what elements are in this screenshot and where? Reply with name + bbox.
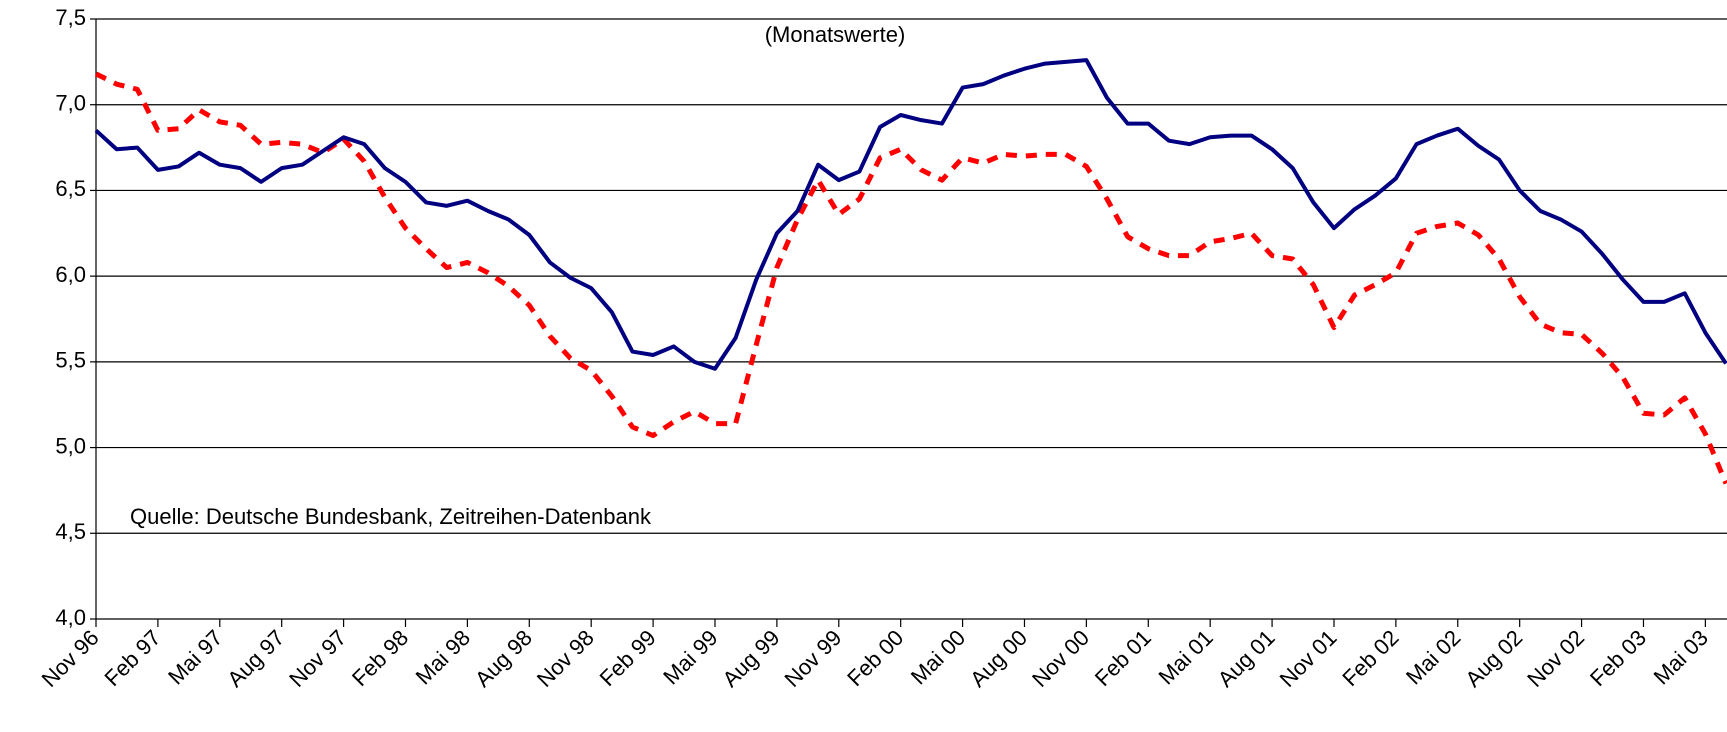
annotation: Quelle: Deutsche Bundesbank, Zeitreihen-… [130, 504, 652, 529]
x-tick-label: Feb 01 [1090, 625, 1156, 691]
x-tick-label: Feb 02 [1337, 625, 1403, 691]
x-tick-label: Nov 96 [37, 625, 104, 692]
x-tick-label: Aug 00 [965, 625, 1032, 692]
x-tick-label: Nov 99 [779, 625, 846, 692]
y-tick-label: 7,5 [55, 5, 86, 30]
line-series [96, 74, 1726, 484]
x-tick-label: Aug 99 [718, 625, 785, 692]
x-tick-label: Nov 97 [284, 625, 351, 692]
x-tick-label: Mai 98 [411, 625, 475, 689]
x-tick-label: Mai 03 [1649, 625, 1713, 689]
x-tick-label: Nov 02 [1522, 625, 1589, 692]
y-tick-label: 7,0 [55, 91, 86, 116]
x-tick-label: Mai 99 [658, 625, 722, 689]
x-tick-label: Aug 02 [1460, 625, 1527, 692]
x-tick-label: Aug 97 [222, 625, 289, 692]
chart-subtitle: (Monatswerte) [765, 22, 906, 47]
chart: (Monatswerte) Quelle: Deutsche Bundesban… [0, 0, 1727, 732]
x-tick-label: Mai 00 [906, 625, 970, 689]
x-tick-label: Aug 01 [1213, 625, 1280, 692]
x-tick-label: Nov 01 [1275, 625, 1342, 692]
y-tick-label: 5,0 [55, 433, 86, 458]
x-tick-label: Mai 02 [1401, 625, 1465, 689]
x-tick-label: Nov 00 [1027, 625, 1094, 692]
line-series [96, 60, 1726, 369]
y-tick-label: 4,0 [55, 605, 86, 630]
x-tick-label: Mai 97 [163, 625, 227, 689]
y-tick-label: 4,5 [55, 519, 86, 544]
x-tick-label: Feb 97 [99, 625, 165, 691]
x-tick-label: Feb 99 [595, 625, 661, 691]
y-tick-label: 6,0 [55, 262, 86, 287]
x-tick-label: Feb 00 [842, 625, 908, 691]
x-tick-label: Aug 98 [470, 625, 537, 692]
y-tick-label: 6,5 [55, 176, 86, 201]
x-tick-label: Feb 03 [1585, 625, 1651, 691]
x-tick-label: Nov 98 [532, 625, 599, 692]
x-tick-label: Feb 98 [347, 625, 413, 691]
x-tick-label: Mai 01 [1153, 625, 1217, 689]
y-tick-label: 5,5 [55, 348, 86, 373]
